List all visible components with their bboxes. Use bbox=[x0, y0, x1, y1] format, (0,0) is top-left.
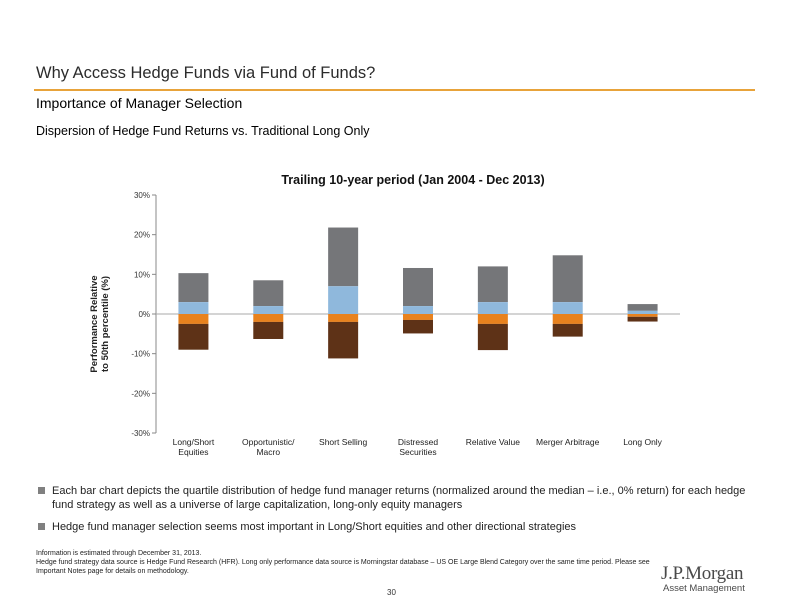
bar-top-quartile bbox=[328, 227, 359, 287]
chart-heading: Dispersion of Hedge Fund Returns vs. Tra… bbox=[36, 124, 370, 138]
x-category-label: Relative Value bbox=[466, 437, 520, 447]
x-category-label: Securities bbox=[399, 447, 436, 457]
bar-bottom-quartile bbox=[328, 321, 359, 359]
x-category-label: Long/Short bbox=[173, 437, 215, 447]
bar-top-quartile bbox=[253, 280, 284, 307]
y-tick-label: 0% bbox=[138, 310, 150, 319]
bar-second-quartile bbox=[627, 310, 658, 314]
y-tick-label: 20% bbox=[134, 231, 150, 240]
x-category-label: Merger Arbitrage bbox=[536, 437, 600, 447]
bullet-item: Each bar chart depicts the quartile dist… bbox=[36, 484, 756, 512]
bar-third-quartile bbox=[253, 314, 284, 322]
bar-top-quartile bbox=[477, 266, 508, 303]
footnote: Information is estimated through Decembe… bbox=[36, 550, 202, 557]
bar-third-quartile bbox=[178, 314, 209, 324]
x-category-label: Short Selling bbox=[319, 437, 367, 447]
y-axis-label: Performance Relative bbox=[89, 275, 100, 372]
bar-top-quartile bbox=[627, 304, 658, 311]
bar-third-quartile bbox=[477, 314, 508, 324]
bar-second-quartile bbox=[178, 302, 209, 314]
bar-second-quartile bbox=[403, 306, 433, 314]
x-category-label: Long Only bbox=[623, 437, 662, 447]
bar-bottom-quartile bbox=[253, 321, 284, 339]
bar-bottom-quartile bbox=[552, 323, 583, 337]
slide-subtitle: Importance of Manager Selection bbox=[36, 95, 243, 111]
logo-tagline: Asset Management bbox=[663, 583, 745, 594]
x-category-label: Distressed bbox=[398, 437, 438, 447]
y-tick-label: -10% bbox=[131, 350, 150, 359]
bar-third-quartile bbox=[403, 314, 433, 320]
y-tick-label: 30% bbox=[134, 191, 150, 200]
bar-bottom-quartile bbox=[627, 316, 658, 322]
bar-second-quartile bbox=[477, 302, 508, 314]
bar-second-quartile bbox=[253, 306, 284, 314]
y-tick-label: -20% bbox=[131, 389, 150, 398]
bullet-list: Each bar chart depicts the quartile dist… bbox=[36, 484, 756, 542]
x-category-label: Equities bbox=[178, 447, 208, 457]
title-divider bbox=[34, 89, 755, 91]
y-tick-label: -30% bbox=[131, 429, 150, 438]
bar-bottom-quartile bbox=[178, 323, 209, 350]
bullet-text: Hedge fund manager selection seems most … bbox=[52, 521, 577, 533]
footnotes: Information is estimated through Decembe… bbox=[36, 549, 656, 576]
chart-title: Trailing 10-year period (Jan 2004 - Dec … bbox=[281, 173, 544, 187]
bar-second-quartile bbox=[328, 286, 359, 314]
y-axis-label: to 50th percentile (%) bbox=[100, 276, 111, 372]
page-number: 30 bbox=[387, 588, 396, 597]
y-tick-label: 10% bbox=[134, 270, 150, 279]
bullet-text: Each bar chart depicts the quartile dist… bbox=[52, 485, 746, 511]
bar-top-quartile bbox=[403, 267, 433, 307]
slide-title: Why Access Hedge Funds via Fund of Funds… bbox=[36, 64, 376, 82]
bullet-square-icon bbox=[38, 487, 45, 494]
bar-second-quartile bbox=[552, 302, 583, 314]
bar-third-quartile bbox=[627, 314, 658, 317]
bar-top-quartile bbox=[552, 255, 583, 303]
bullet-item: Hedge fund manager selection seems most … bbox=[36, 520, 756, 534]
bar-bottom-quartile bbox=[477, 323, 508, 351]
bar-top-quartile bbox=[178, 273, 209, 303]
bar-bottom-quartile bbox=[403, 319, 433, 334]
dispersion-chart: Trailing 10-year period (Jan 2004 - Dec … bbox=[89, 173, 680, 457]
bullet-square-icon bbox=[38, 523, 45, 530]
bar-third-quartile bbox=[552, 314, 583, 324]
logo-wordmark: J.P.Morgan bbox=[661, 563, 744, 584]
bar-third-quartile bbox=[328, 314, 359, 322]
jpmorgan-logo: J.P.Morgan Asset Management bbox=[661, 563, 745, 594]
footnote: Hedge fund strategy data source is Hedge… bbox=[36, 559, 650, 575]
x-category-label: Macro bbox=[256, 447, 280, 457]
x-category-label: Opportunistic/ bbox=[242, 437, 295, 447]
